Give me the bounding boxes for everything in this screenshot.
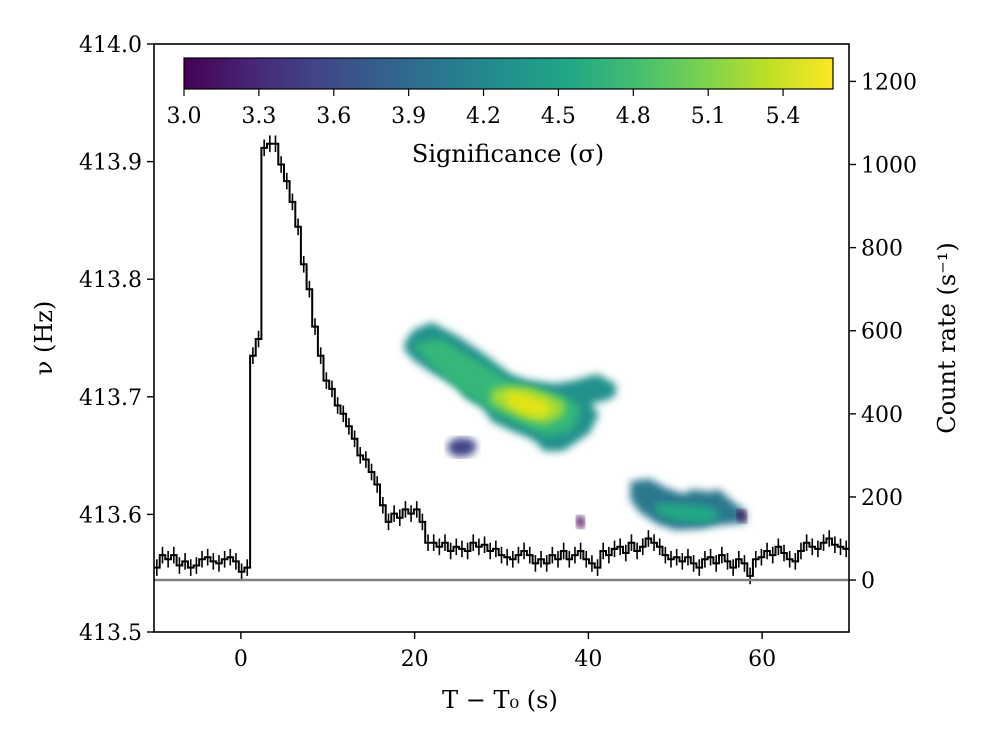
y-left-tick-label: 413.8 — [79, 268, 142, 293]
y-right-tick-label: 1000 — [861, 154, 917, 179]
error-bars — [156, 135, 847, 585]
colorbar-tick-label: 4.2 — [466, 104, 501, 129]
colorbar-tick-label: 4.8 — [616, 104, 651, 129]
x-tick-label: 40 — [574, 647, 602, 672]
y-right-tick-label: 800 — [861, 237, 903, 262]
x-axis-ticks: 0 20 40 60 — [234, 632, 776, 672]
y-left-tick-label: 414.0 — [79, 33, 142, 58]
y-left-tick-label: 413.6 — [79, 503, 142, 528]
colorbar-label: Significance (σ) — [412, 140, 604, 168]
y-right-axis-title: Count rate (s⁻¹) — [933, 242, 961, 434]
colorbar: 3.0 3.3 3.6 3.9 4.2 4.5 4.8 5.1 5.4 Significance… — [167, 57, 834, 168]
contour-small-left — [447, 437, 477, 458]
colorbar-tick-label: 4.5 — [541, 104, 576, 129]
contour-main-max — [504, 391, 551, 418]
x-tick-label: 60 — [748, 647, 776, 672]
y-right-axis-ticks: 0 200 400 600 800 1000 1200 — [849, 70, 917, 594]
plot-frame — [153, 43, 850, 633]
y-right-tick-label: 200 — [861, 486, 903, 511]
y-left-tick-label: 413.9 — [79, 151, 142, 176]
colorbar-tick-label: 3.9 — [391, 104, 426, 129]
colorbar-tick-label: 5.1 — [691, 104, 726, 129]
y-left-tick-label: 413.5 — [79, 621, 142, 646]
x-tick-label: 0 — [234, 647, 248, 672]
y-left-axis-ticks: 413.5 413.6 413.7 413.8 413.9 414.0 — [79, 33, 154, 646]
y-right-tick-label: 0 — [861, 569, 875, 594]
colorbar-ticks: 3.0 3.3 3.6 3.9 4.2 4.5 4.8 5.1 5.4 — [167, 89, 801, 129]
colorbar-tick-label: 5.4 — [766, 104, 801, 129]
contour-lower-right-inner — [656, 502, 721, 523]
y-right-tick-label: 600 — [861, 320, 903, 345]
x-tick-label: 20 — [401, 647, 429, 672]
colorbar-tick-label: 3.6 — [316, 104, 351, 129]
contour-tiny-right — [736, 509, 748, 523]
y-right-tick-label: 400 — [861, 403, 903, 428]
colorbar-tick-label: 3.3 — [241, 104, 276, 129]
y-left-axis-title: ν (Hz) — [30, 301, 58, 376]
colorbar-gradient — [183, 57, 834, 90]
significance-contours — [404, 322, 748, 531]
contour-tiny-dot — [575, 515, 586, 529]
colorbar-tick-label: 3.0 — [167, 104, 202, 129]
y-left-tick-label: 413.7 — [79, 386, 142, 411]
y-right-tick-label: 1200 — [861, 70, 917, 95]
x-axis-title: T − T₀ (s) — [442, 686, 558, 714]
